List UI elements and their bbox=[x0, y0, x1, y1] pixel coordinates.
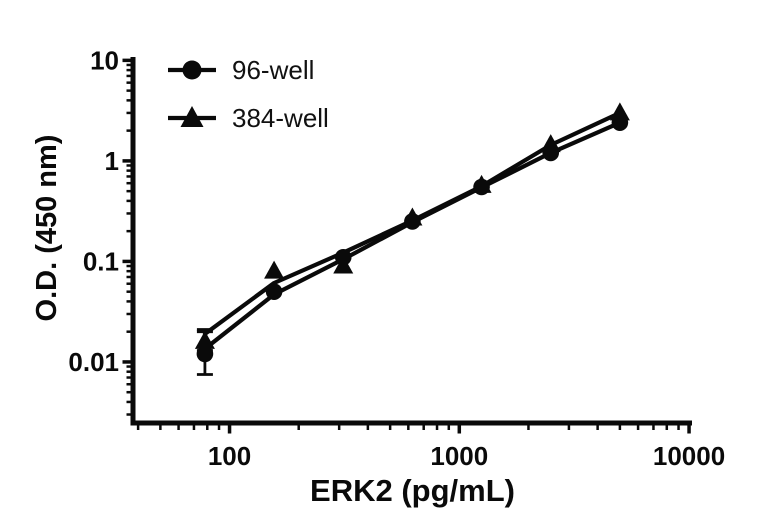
x-axis-tick-label: 10000 bbox=[653, 441, 725, 471]
x-axis-tick-label: 100 bbox=[208, 441, 251, 471]
data-point-384-well bbox=[194, 330, 215, 349]
y-axis-tick-label: 1 bbox=[105, 146, 119, 176]
data-point-384-well bbox=[471, 174, 492, 193]
data-point-384-well bbox=[264, 260, 285, 279]
data-point-384-well bbox=[333, 255, 354, 274]
data-point-96-well bbox=[196, 345, 214, 363]
y-axis-title: O.D. (450 nm) bbox=[31, 135, 63, 322]
legend-circle-icon bbox=[182, 60, 202, 80]
legend-label-96-well: 96-well bbox=[232, 55, 314, 85]
x-axis-title: ERK2 (pg/mL) bbox=[310, 473, 515, 508]
data-point-384-well bbox=[402, 207, 423, 226]
data-point-384-well bbox=[609, 102, 630, 121]
data-point-384-well bbox=[540, 134, 561, 153]
y-axis-tick-label: 0.1 bbox=[83, 246, 119, 276]
legend-label-384-well: 384-well bbox=[232, 103, 329, 133]
x-axis-tick-label: 1000 bbox=[430, 441, 488, 471]
y-axis-tick-label: 10 bbox=[90, 45, 119, 75]
y-axis-tick-label: 0.01 bbox=[68, 347, 119, 377]
legend-triangle-icon bbox=[180, 106, 204, 127]
data-point-96-well bbox=[265, 283, 283, 300]
